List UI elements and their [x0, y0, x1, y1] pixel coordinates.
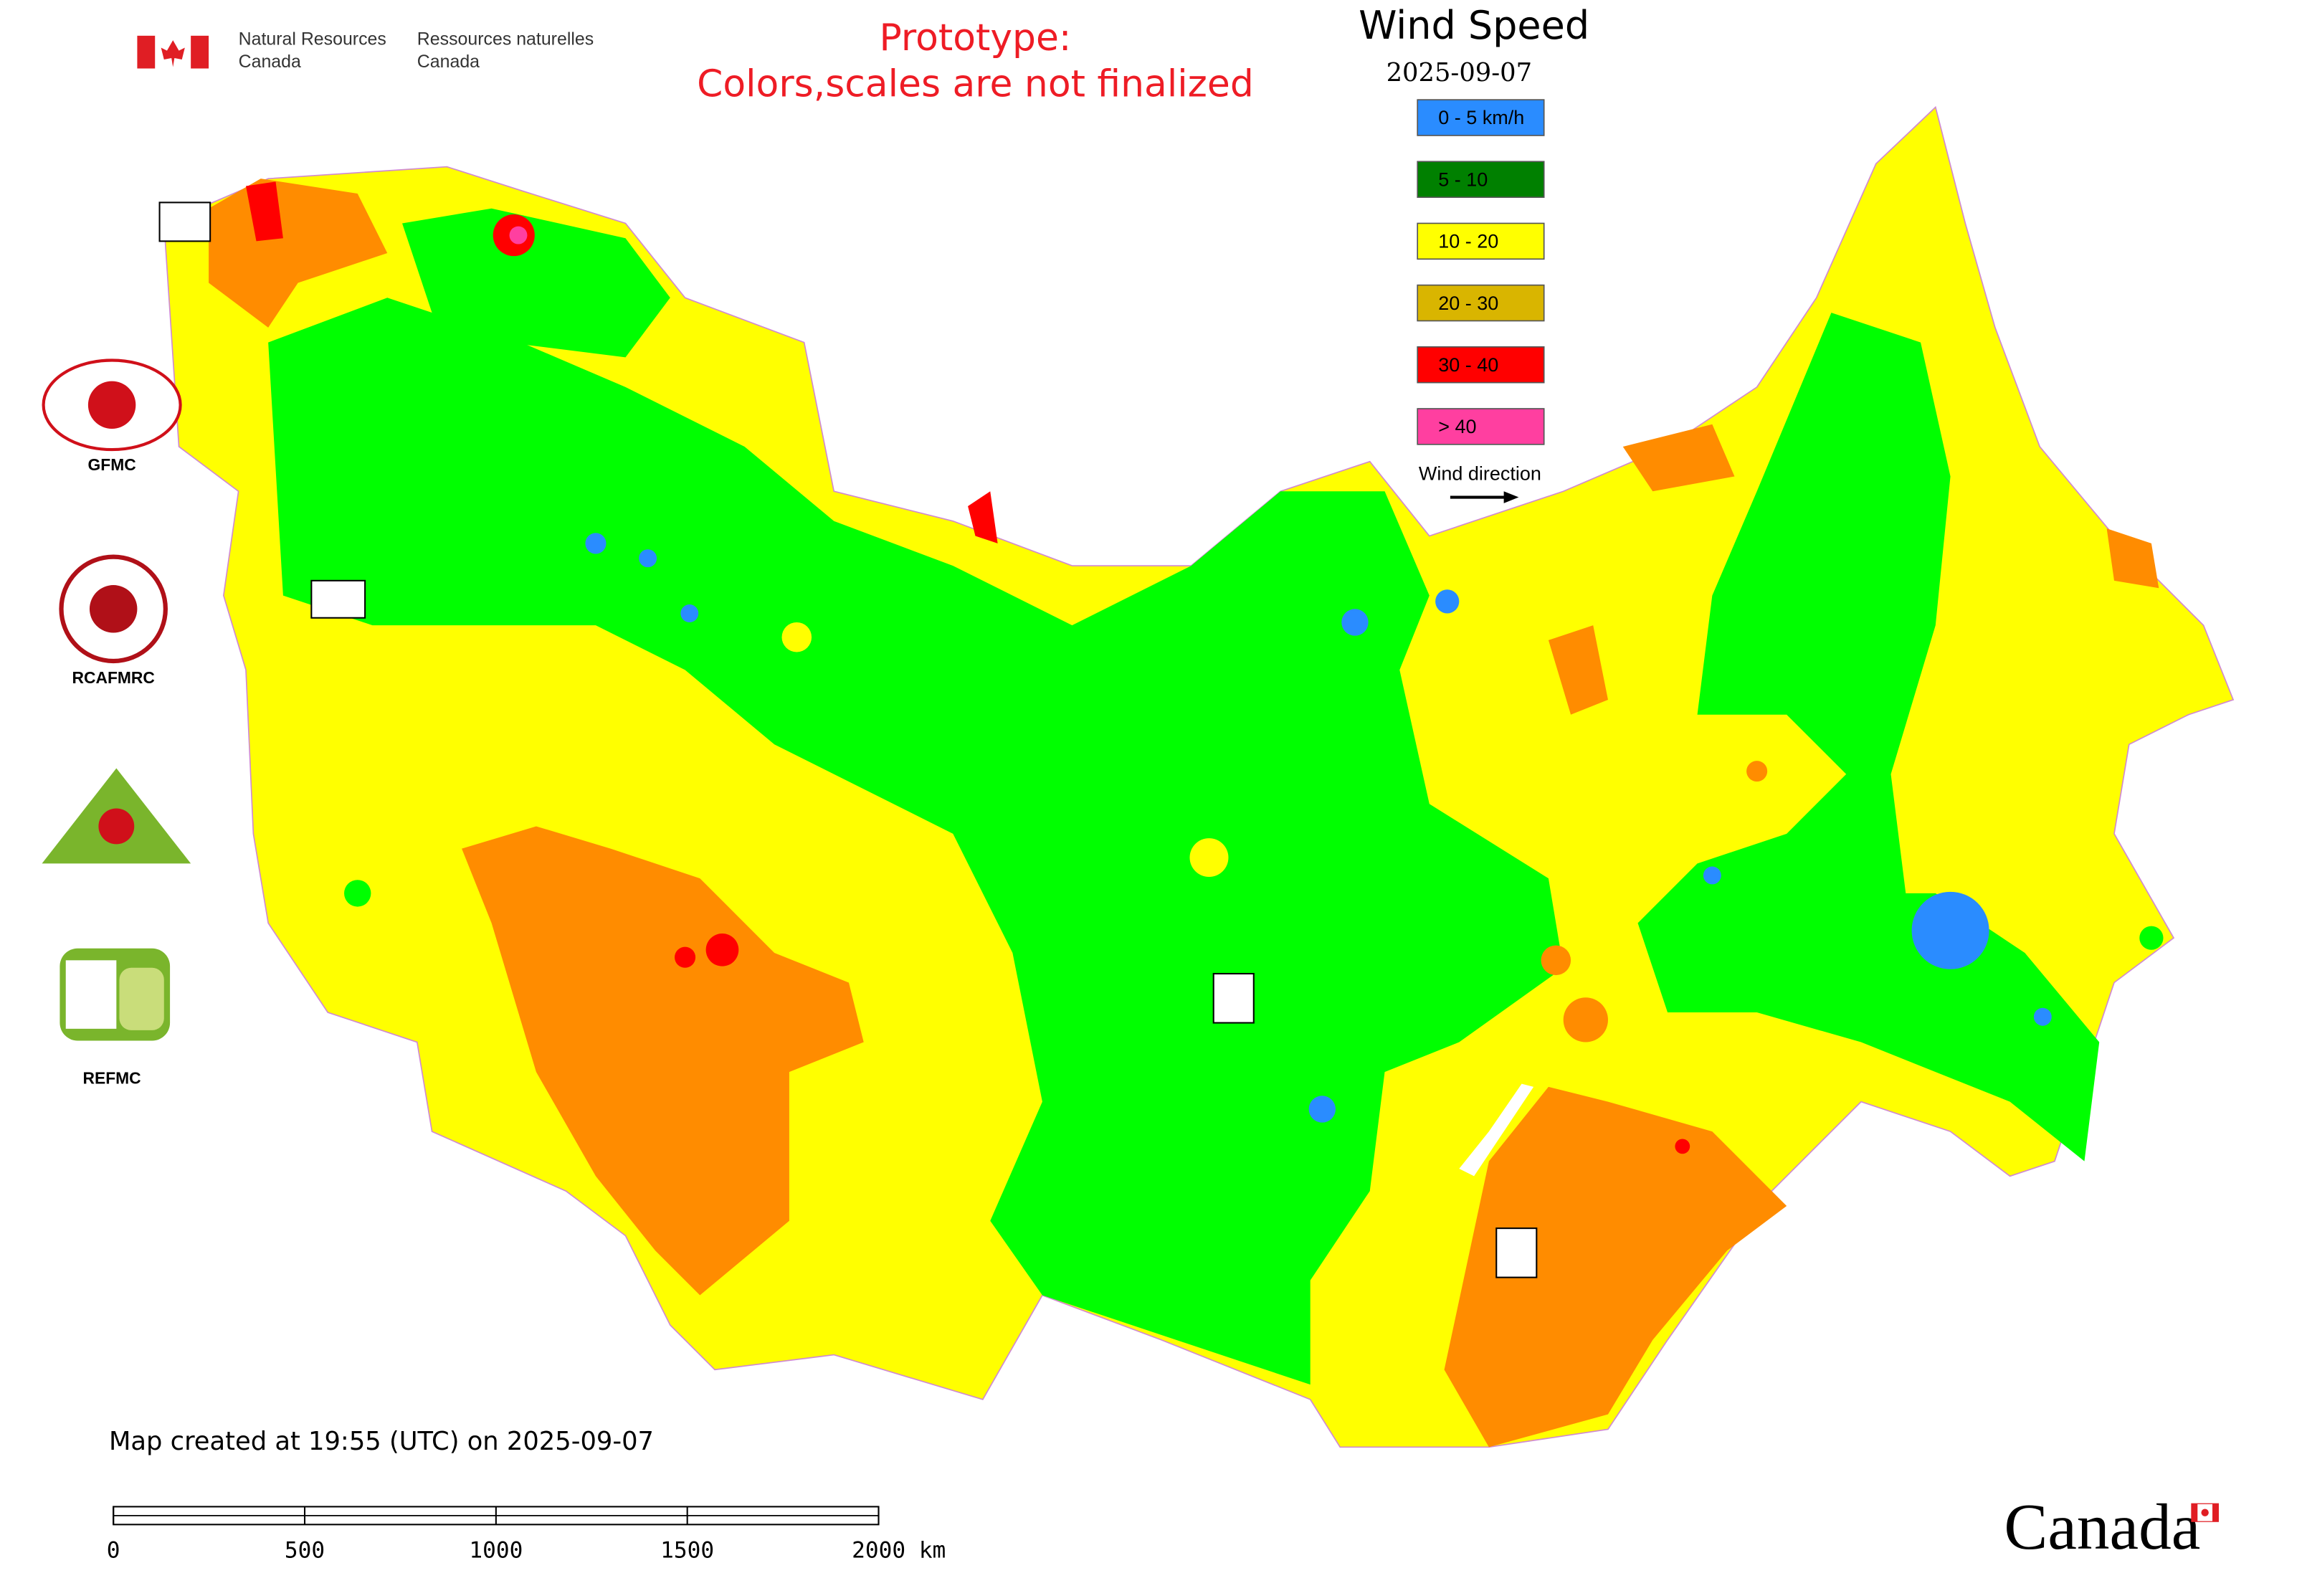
zone-blue	[1435, 589, 1460, 614]
zone-blue	[680, 604, 699, 622]
maple-leaf	[2201, 1509, 2209, 1516]
scale-label: 1500	[660, 1538, 714, 1564]
agency-fr: Canada	[417, 52, 480, 72]
legend-title: Wind Speed	[1359, 3, 1589, 48]
notice: Colors,scales are not finalized	[697, 62, 1254, 105]
zone-blue	[1911, 891, 1989, 969]
flag-bar	[2212, 1504, 2219, 1522]
legend-label: 0 - 5 km/h	[1438, 107, 1524, 128]
legend-swatch	[1417, 222, 1545, 260]
marker	[310, 579, 366, 619]
logo-label: RCAFMRC	[72, 668, 154, 687]
marker	[1212, 972, 1255, 1024]
zone-orange	[1548, 625, 1608, 715]
notice: Prototype:	[880, 16, 1072, 60]
map-markers	[158, 201, 1538, 1278]
logo-label: REFMC	[83, 1068, 141, 1087]
side-logos: GFMC RCAFMRC REFMC	[42, 358, 191, 1087]
zone-red	[245, 181, 283, 242]
zone-orange	[1746, 761, 1768, 782]
zone-green	[268, 298, 1564, 1385]
zone-green	[344, 880, 371, 907]
canada-flag	[137, 35, 209, 69]
zone-yellow	[551, 668, 575, 693]
legend-label: 10 - 20	[1438, 231, 1498, 252]
flag-bar	[2191, 1504, 2198, 1522]
zone-blue	[1308, 1096, 1336, 1123]
legend-label: 5 - 10	[1438, 168, 1488, 190]
zone-green	[2139, 926, 2164, 950]
legend-label: 20 - 30	[1438, 293, 1498, 314]
zone-blue	[2033, 1007, 2052, 1026]
agency-en: Canada	[239, 52, 301, 72]
zone-blue	[1341, 609, 1369, 636]
zone-pink	[509, 226, 528, 244]
legend-swatch	[1417, 284, 1545, 322]
zone-orange	[1563, 997, 1608, 1042]
legend-swatch	[1417, 161, 1545, 198]
zone-yellow	[1189, 838, 1229, 878]
wind-direction-label: Wind direction	[1419, 463, 1541, 485]
created-note: Map created at 19:55 (UTC) on 2025-09-07	[109, 1427, 654, 1456]
zone-red	[968, 491, 998, 543]
zone-yellow	[756, 769, 784, 797]
legend-swatch	[1417, 346, 1545, 384]
scale-bar: 0 500 1000 1500 2000 km	[107, 1506, 946, 1564]
marker	[158, 201, 211, 242]
zone-blue	[1703, 866, 1721, 885]
zone-red	[675, 946, 696, 968]
scale-label: 500	[285, 1538, 325, 1564]
scale-label: 0	[107, 1538, 120, 1564]
zone-orange	[1444, 1086, 1787, 1448]
zone-orange	[462, 826, 864, 1296]
zone-orange	[1541, 945, 1571, 976]
zone-red	[1675, 1139, 1690, 1154]
wind-arrow-head	[1503, 491, 1519, 503]
agency-fr: Ressources naturelles	[417, 29, 594, 49]
legend-label: > 40	[1438, 416, 1476, 437]
flag-bar	[191, 35, 209, 69]
zone-yellow	[781, 622, 812, 652]
wordmark-flag	[2191, 1503, 2219, 1522]
marker	[1495, 1227, 1538, 1278]
zone-green	[402, 208, 670, 358]
flag-bar	[137, 35, 156, 69]
scale-label: 2000 km	[852, 1538, 946, 1564]
lake	[1459, 1083, 1534, 1177]
zone-orange	[1622, 424, 1735, 492]
rcafmrc-logo	[89, 585, 138, 633]
maple-leaf	[161, 40, 185, 67]
legend-date: 2025-09-07	[1387, 58, 1533, 87]
agency-en: Natural Resources	[239, 29, 386, 49]
gfmc-logo	[87, 381, 136, 429]
zone-orange	[2106, 528, 2159, 589]
legend-swatch	[1417, 408, 1545, 445]
legend-label: 30 - 40	[1438, 354, 1498, 376]
refmc-logo	[119, 967, 164, 1030]
legend-swatch	[1417, 99, 1545, 136]
wind-map	[163, 105, 2235, 1448]
legend: Wind Speed 2025-09-07 Wind direction 0 -…	[1359, 3, 1589, 503]
zone-blue	[639, 549, 657, 568]
refmc-logo	[65, 960, 117, 1029]
scale-label: 1000	[469, 1538, 523, 1564]
zone-blue	[585, 533, 607, 554]
logo-label: GFMC	[88, 455, 136, 474]
canada-wordmark: Canada	[2004, 1491, 2200, 1563]
zone-red	[705, 933, 739, 966]
reefmc-logo	[98, 808, 135, 845]
